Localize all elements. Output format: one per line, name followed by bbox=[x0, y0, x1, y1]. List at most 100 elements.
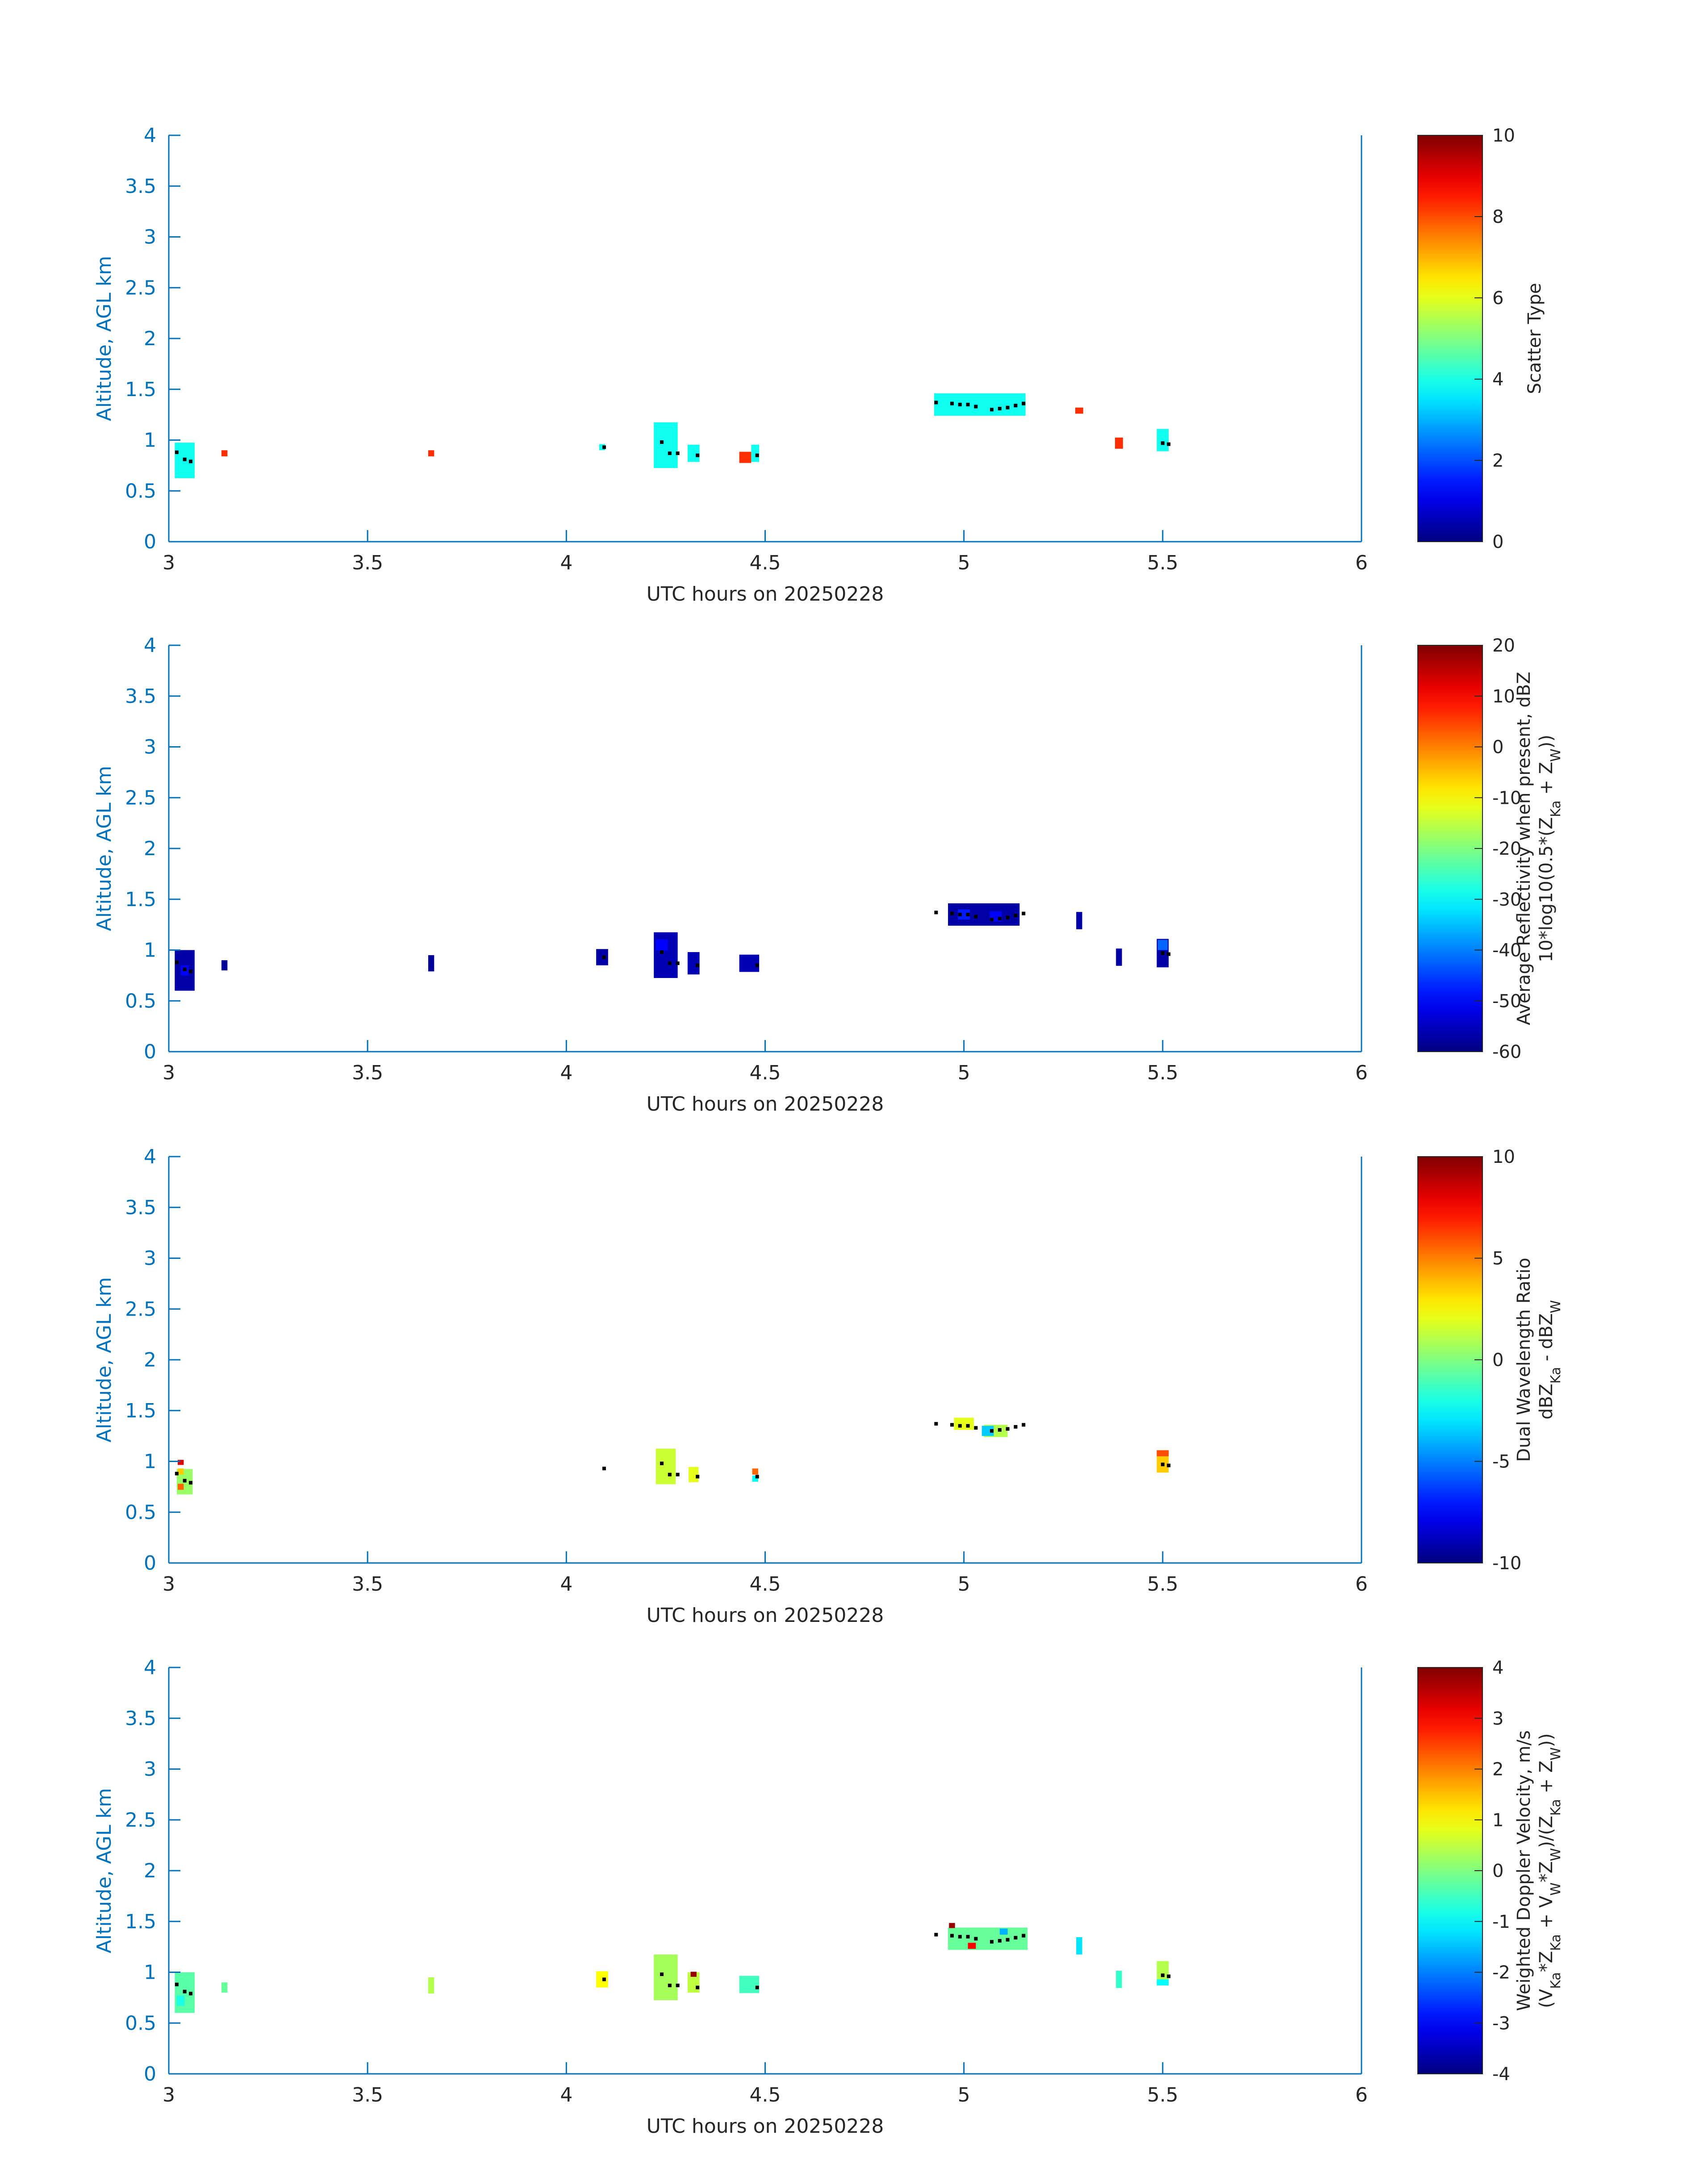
marker-point bbox=[934, 401, 938, 405]
colorbar: -60 -50 -40 -30 -20 -10 0 10 20 Average Reflectiv… bbox=[1417, 635, 1564, 1062]
marker-point bbox=[934, 1933, 938, 1937]
heatmap-cell bbox=[1075, 407, 1083, 414]
y-tick-label: 1.5 bbox=[125, 1400, 156, 1422]
x-tick-label: 5.5 bbox=[1147, 2084, 1178, 2106]
y-tick-label: 4 bbox=[144, 1656, 156, 1679]
marker-point bbox=[188, 1992, 192, 1996]
cloud-base-markers bbox=[175, 1422, 1171, 1485]
x-tick-label: 4.5 bbox=[750, 2084, 781, 2106]
colorbar-tick-label: 2 bbox=[1492, 1759, 1503, 1780]
marker-point bbox=[934, 1422, 938, 1426]
marker-point bbox=[660, 1972, 664, 1976]
colorbar-tick-label: -20 bbox=[1492, 839, 1521, 859]
colorbar-label-part: *Z bbox=[1536, 1951, 1557, 1972]
marker-point bbox=[602, 1977, 606, 1981]
panel-1: 3 3.5 4 4.5 5 5.5 6 0 0.5 1 1.5 2 2.5 3 3.5 4 UTC hours … bbox=[93, 124, 1545, 606]
heatmap-cell bbox=[739, 451, 752, 463]
marker-point bbox=[1167, 1974, 1171, 1978]
y-tick-label: 2 bbox=[144, 1859, 156, 1882]
colorbar-tick-label: -10 bbox=[1492, 1553, 1521, 1574]
colorbar-tick-label: 4 bbox=[1492, 1658, 1503, 1678]
x-tick-label: 3.5 bbox=[352, 552, 383, 574]
heatmap-cell bbox=[1157, 1450, 1169, 1457]
y-tick-label: 1.5 bbox=[125, 378, 156, 401]
marker-point bbox=[998, 1939, 1002, 1943]
y-tick-label: 0 bbox=[144, 2063, 156, 2085]
y-tick-label: 4 bbox=[144, 124, 156, 147]
marker-point bbox=[1014, 914, 1018, 918]
colorbar-tick-label: 0 bbox=[1492, 532, 1503, 552]
colorbar: -10 -5 0 5 10 Dual Wavelength Ratio dBZKa - dB… bbox=[1417, 1147, 1564, 1574]
colorbar-label-subscript: Ka bbox=[1548, 1972, 1564, 1989]
x-tick-label: 4 bbox=[560, 1573, 572, 1596]
x-tick-label: 5 bbox=[958, 2084, 970, 2106]
colorbar-tick-label: 10 bbox=[1492, 686, 1515, 707]
colorbar-tick-label: -10 bbox=[1492, 788, 1521, 808]
colorbar-tick-label: -4 bbox=[1492, 2064, 1510, 2085]
marker-point bbox=[660, 440, 664, 444]
x-axis-label: UTC hours on 20250228 bbox=[647, 2115, 884, 2138]
colorbar-label-part: )) bbox=[1536, 735, 1557, 748]
marker-point bbox=[990, 1429, 994, 1433]
y-tick-label: 1 bbox=[144, 1450, 156, 1473]
y-axis-label: Altitude, AGL km bbox=[93, 1788, 116, 1953]
colorbar-label-part: + Z bbox=[1536, 762, 1557, 800]
y-tick-label: 2.5 bbox=[125, 1298, 156, 1320]
heatmap-cell bbox=[656, 1449, 676, 1484]
heatmap-cell bbox=[1157, 1979, 1169, 1986]
y-tick-label: 2 bbox=[144, 327, 156, 350]
y-tick-label: 3.5 bbox=[125, 685, 156, 708]
marker-point bbox=[966, 1935, 970, 1939]
colorbar-tick-label: 1 bbox=[1492, 1810, 1503, 1830]
marker-point bbox=[1006, 1427, 1010, 1431]
heatmap-cell bbox=[178, 1460, 184, 1465]
heatmap-cell bbox=[1116, 949, 1122, 966]
colorbar-gradient bbox=[1417, 1156, 1483, 1563]
colorbar-tick-label: 6 bbox=[1492, 288, 1503, 309]
marker-point bbox=[660, 950, 664, 954]
marker-point bbox=[696, 453, 700, 457]
marker-point bbox=[668, 961, 672, 965]
y-tick-label: 0 bbox=[144, 1552, 156, 1575]
marker-point bbox=[668, 1473, 672, 1477]
colorbar-label-subscript: W bbox=[1548, 1882, 1564, 1896]
marker-point bbox=[1014, 404, 1018, 408]
x-tick-label: 5 bbox=[958, 552, 970, 574]
cloud-base-markers bbox=[175, 401, 1171, 464]
y-axis-label: Altitude, AGL km bbox=[93, 256, 116, 421]
marker-point bbox=[676, 1473, 680, 1477]
x-tick-label: 4 bbox=[560, 1061, 572, 1084]
marker-point bbox=[668, 1984, 672, 1988]
x-axis-label: UTC hours on 20250228 bbox=[647, 583, 884, 606]
heatmap-cell bbox=[1116, 1971, 1122, 1988]
x-tick-label: 3 bbox=[163, 2084, 175, 2106]
colorbar-tick-label: 0 bbox=[1492, 1350, 1503, 1371]
colorbar-tick-label: -40 bbox=[1492, 940, 1521, 961]
cloud-base-markers bbox=[175, 911, 1171, 974]
colorbar-label-subscript: W bbox=[1548, 1747, 1564, 1761]
colorbar-label-subscript: Ka bbox=[1548, 1799, 1564, 1816]
heatmap-cell bbox=[1076, 912, 1082, 929]
marker-point bbox=[175, 1471, 179, 1475]
marker-point bbox=[175, 1982, 179, 1986]
marker-point bbox=[183, 1989, 187, 1993]
marker-point bbox=[966, 912, 970, 916]
marker-point bbox=[602, 955, 606, 959]
colorbar-tick-label: -50 bbox=[1492, 991, 1521, 1011]
marker-point bbox=[958, 402, 962, 406]
y-tick-label: 4 bbox=[144, 1145, 156, 1168]
colorbar-label-part: + V bbox=[1536, 1895, 1557, 1934]
heatmap-cell bbox=[654, 422, 678, 468]
x-tick-label: 4.5 bbox=[750, 1061, 781, 1084]
marker-point bbox=[602, 1467, 606, 1471]
heatmap-cell bbox=[968, 1943, 976, 1949]
x-tick-label: 3.5 bbox=[352, 1061, 383, 1084]
y-tick-label: 3 bbox=[144, 1247, 156, 1270]
marker-point bbox=[183, 967, 187, 971]
marker-point bbox=[998, 916, 1002, 920]
colorbar-label-line: Dual Wavelength Ratio bbox=[1514, 1258, 1534, 1462]
x-tick-label: 3 bbox=[163, 1573, 175, 1596]
heatmap-cell bbox=[1157, 940, 1168, 950]
heatmap-cell bbox=[949, 1923, 955, 1928]
